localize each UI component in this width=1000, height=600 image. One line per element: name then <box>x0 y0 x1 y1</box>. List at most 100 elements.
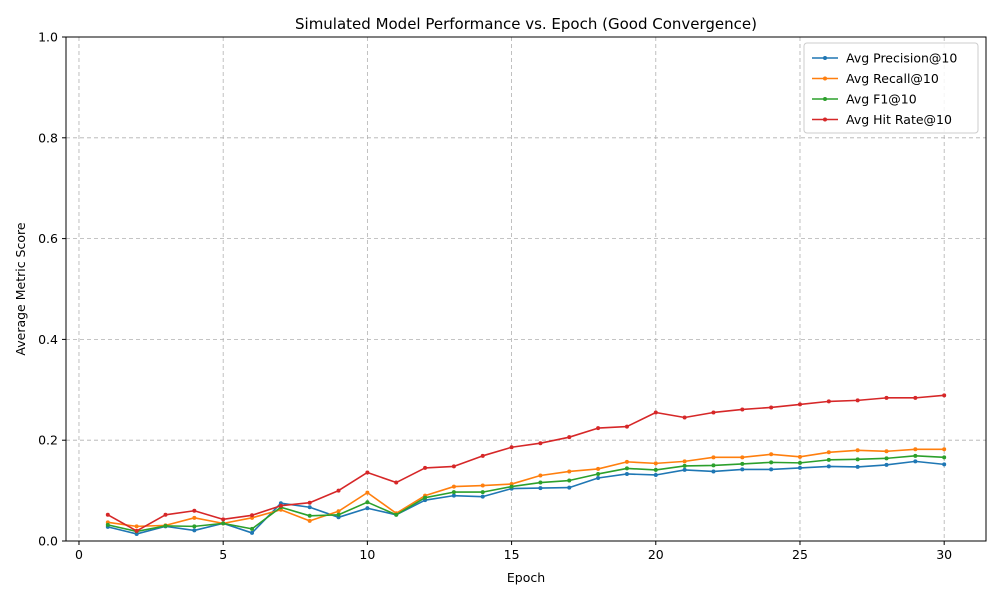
data-point <box>711 463 716 468</box>
data-point <box>480 490 485 495</box>
legend-box <box>803 42 979 134</box>
data-point <box>307 500 312 505</box>
data-point <box>567 485 572 490</box>
data-point <box>942 455 947 460</box>
data-point <box>278 503 283 508</box>
data-point <box>192 528 197 533</box>
series-line <box>107 455 945 533</box>
data-point <box>913 447 918 452</box>
legend-label: Avg F1@10 <box>846 92 917 107</box>
data-point <box>250 530 255 535</box>
data-point <box>826 450 831 455</box>
data-point <box>913 459 918 464</box>
data-point <box>884 449 889 454</box>
data-point <box>740 467 745 472</box>
data-point <box>797 454 802 459</box>
data-point <box>682 415 687 420</box>
data-point <box>134 528 139 533</box>
data-point <box>942 462 947 467</box>
data-point <box>538 480 543 485</box>
data-point <box>307 513 312 518</box>
data-point <box>624 466 629 471</box>
data-point <box>682 467 687 472</box>
data-point <box>596 426 601 431</box>
data-point <box>769 405 774 410</box>
data-point <box>451 484 456 489</box>
data-point <box>913 395 918 400</box>
data-point <box>163 523 168 528</box>
data-point <box>423 495 428 500</box>
data-point <box>365 490 370 495</box>
y-tick-label: 1.0 <box>38 30 58 45</box>
data-point <box>480 483 485 488</box>
legend-label: Avg Precision@10 <box>846 51 957 66</box>
y-tick-label: 0.4 <box>38 332 58 347</box>
data-point <box>365 500 370 505</box>
data-point <box>221 521 226 526</box>
x-tick-label: 0 <box>75 547 83 562</box>
data-point <box>105 522 110 527</box>
series-line <box>107 460 945 535</box>
x-tick-label: 30 <box>936 547 952 562</box>
legend-label: Avg Hit Rate@10 <box>846 112 952 127</box>
legend-item: Avg Precision@10 <box>812 51 957 66</box>
x-tick-label: 20 <box>648 547 664 562</box>
data-point <box>163 512 168 517</box>
axis-ticks: 0 5 10 15 20 25 30 0.0 0.2 0.4 0.6 0.8 1.0 <box>38 30 952 563</box>
data-point <box>884 395 889 400</box>
legend: Avg Precision@10 Avg Recall@10 Avg F1@10 Av… <box>803 42 979 134</box>
data-point <box>826 399 831 404</box>
legend-label: Avg Recall@10 <box>846 71 939 86</box>
data-point <box>192 524 197 529</box>
data-point <box>682 463 687 468</box>
data-point <box>509 484 514 489</box>
data-point <box>451 490 456 495</box>
data-point <box>394 512 399 517</box>
data-point <box>307 518 312 523</box>
data-point <box>596 476 601 480</box>
series-lines <box>105 393 947 536</box>
data-point <box>480 494 485 499</box>
data-point <box>509 445 514 450</box>
y-tick-label: 0.0 <box>38 534 58 549</box>
data-point <box>711 410 716 415</box>
data-point <box>567 435 572 440</box>
y-tick-label: 0.2 <box>38 433 58 448</box>
data-point <box>624 471 629 476</box>
data-point <box>105 512 110 517</box>
data-point <box>567 478 572 483</box>
data-point <box>855 464 860 469</box>
x-tick-label: 15 <box>504 547 520 562</box>
data-point <box>423 465 428 470</box>
data-point <box>884 462 889 467</box>
data-point <box>624 459 629 464</box>
data-point <box>711 455 716 460</box>
data-point <box>250 513 255 518</box>
data-point <box>250 526 255 531</box>
data-point <box>855 398 860 403</box>
data-point <box>653 461 658 466</box>
data-point <box>394 480 399 485</box>
y-tick-label: 0.6 <box>38 231 58 246</box>
data-point <box>653 472 658 477</box>
x-tick-label: 10 <box>359 547 375 562</box>
y-axis-title: Average Metric Score <box>13 222 28 355</box>
data-point <box>307 505 312 510</box>
series-avg-f1-10 <box>105 453 947 534</box>
data-point <box>653 467 658 472</box>
data-point <box>740 461 745 466</box>
data-point <box>336 509 341 514</box>
legend-marker <box>823 97 827 101</box>
data-point <box>797 460 802 465</box>
legend-marker <box>823 56 827 60</box>
data-point <box>797 402 802 407</box>
data-point <box>365 470 370 475</box>
data-point <box>826 457 831 462</box>
x-tick-label: 25 <box>792 547 808 562</box>
data-point <box>538 473 543 478</box>
series-avg-hit-rate-10 <box>105 393 947 533</box>
data-point <box>624 424 629 429</box>
y-tick-label: 0.8 <box>38 130 58 145</box>
data-point <box>711 469 716 474</box>
data-point <box>740 407 745 412</box>
